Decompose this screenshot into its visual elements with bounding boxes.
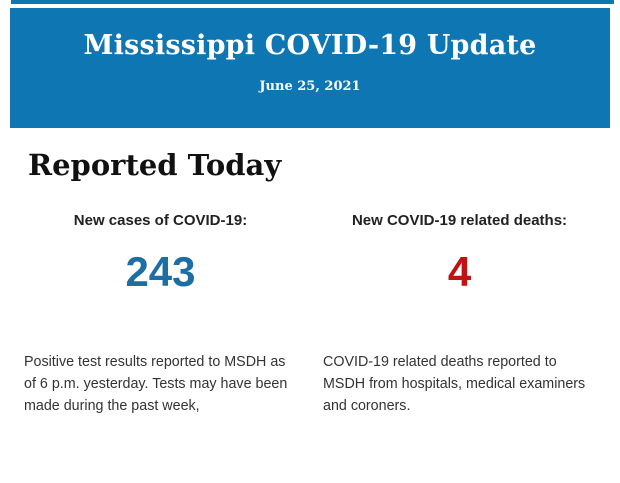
deaths-value: 4 — [447, 248, 472, 295]
top-accent-line — [11, 0, 614, 4]
deaths-description: COVID-19 related deaths reported to MSDH… — [323, 354, 586, 414]
section-heading: Reported Today — [28, 148, 282, 182]
stats-grid: New cases of COVID-19: 243 Positive test… — [24, 182, 596, 431]
deaths-label: New COVID-19 related deaths: — [351, 212, 568, 229]
stat-column-deaths: New COVID-19 related deaths: 4 COVID-19 … — [323, 212, 596, 431]
stat-column-new-cases: New cases of COVID-19: 243 Positive test… — [24, 212, 297, 431]
newsletter-date: June 25, 2021 — [259, 79, 361, 94]
new-cases-label: New cases of COVID-19: — [73, 212, 248, 229]
content-area: Reported Today New cases of COVID-19: 24… — [0, 128, 620, 431]
new-cases-value: 243 — [125, 248, 196, 295]
newsletter-header: Mississippi COVID-19 Update June 25, 202… — [10, 8, 610, 128]
new-cases-description: Positive test results reported to MSDH a… — [24, 354, 288, 414]
newsletter-title: Mississippi COVID-19 Update — [83, 30, 537, 61]
